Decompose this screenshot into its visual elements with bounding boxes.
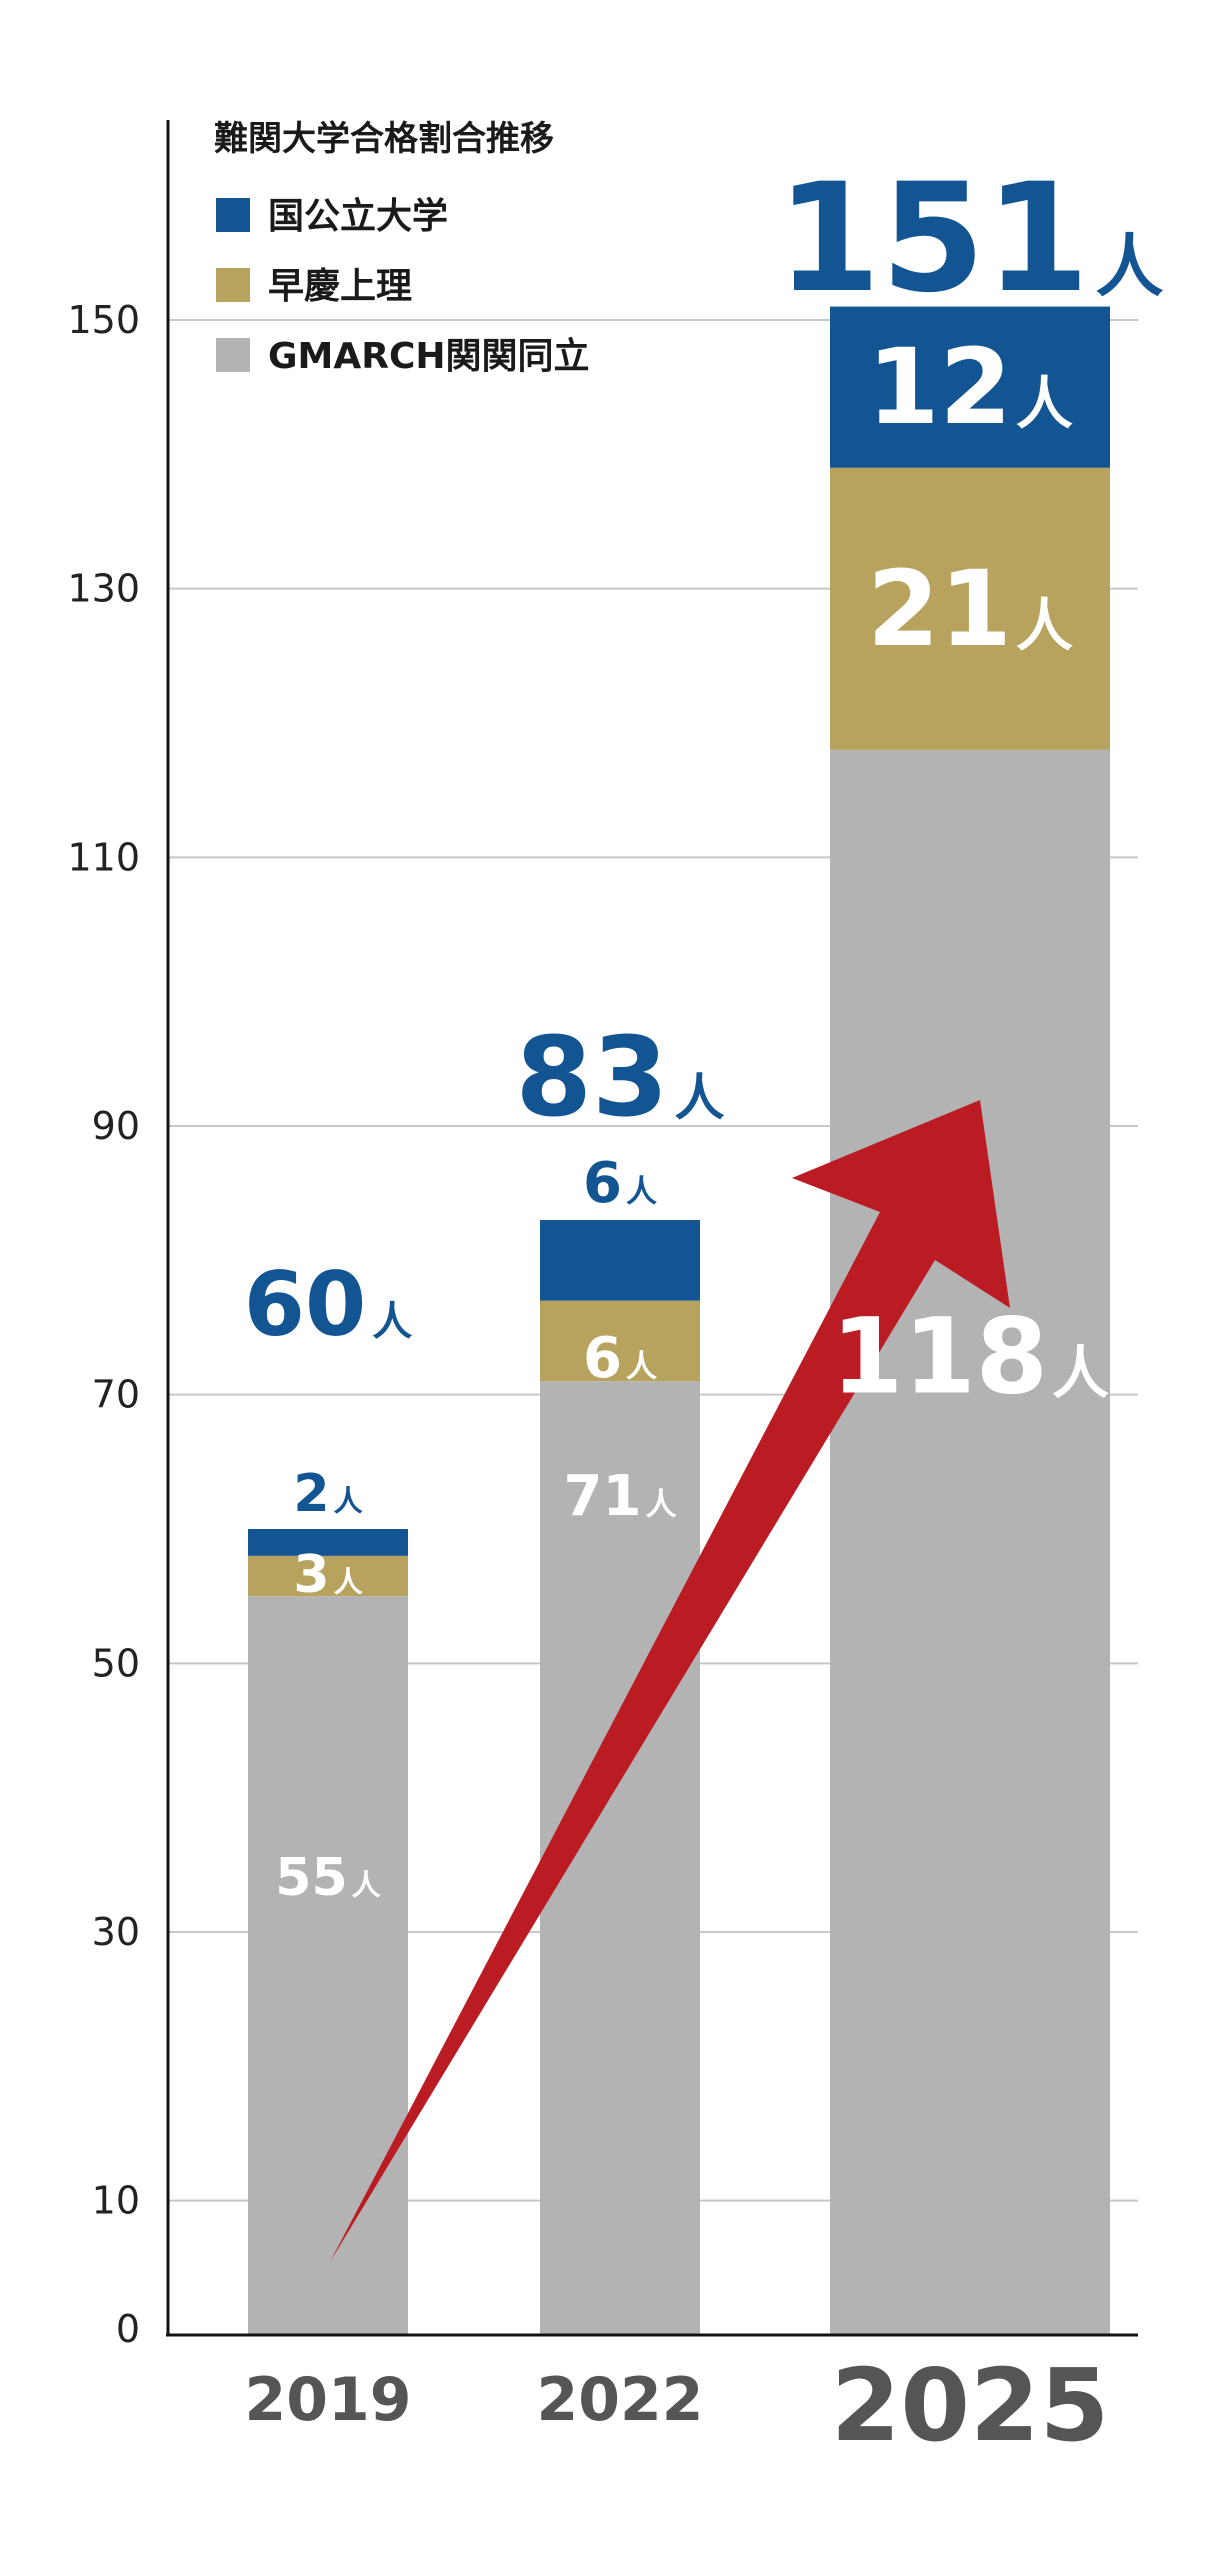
bar-segment-gmarch <box>248 1596 408 2335</box>
axes <box>166 120 1138 2337</box>
bar-segment-soukei <box>248 1555 408 1597</box>
bar-value-label-gmarch: 55 人 <box>275 1848 380 1908</box>
y-tick-label: 150 <box>67 298 140 342</box>
bar-value-label-soukei: 21人 <box>867 548 1073 670</box>
y-ticks: 0 10 30 50 70 90 110 130 150 <box>67 298 140 2351</box>
legend-label-gmarch: GMARCH関関同立 <box>268 336 590 377</box>
trend-arrow <box>330 1100 1010 2262</box>
y-tick-label: 50 <box>92 1641 140 1685</box>
legend-label-kokkouritsu: 国公立大学 <box>268 195 448 237</box>
y-tick-label: 110 <box>67 835 140 879</box>
bar-segment-soukei <box>540 1300 700 1382</box>
bar-segment-soukei <box>830 467 1110 750</box>
bar-value-label-kokkouritsu: 12人 <box>867 326 1073 448</box>
bar-total-label: 60 人 <box>244 1253 412 1356</box>
bar-segment-kokkouritsu <box>830 306 1110 468</box>
legend-label-soukei: 早慶上理 <box>268 266 412 307</box>
legend-swatch-soukei <box>216 268 250 302</box>
bar-value-label-gmarch: 71 人 <box>564 1464 677 1529</box>
bar-total-label: 151人 <box>776 152 1163 326</box>
y-tick-label: 10 <box>92 2179 140 2223</box>
y-tick-label: 130 <box>67 567 140 611</box>
y-tick-label: 70 <box>92 1373 140 1417</box>
legend-swatch-kokkouritsu <box>216 198 250 232</box>
x-tick-label: 2022 <box>537 2365 704 2435</box>
trend-arrow-shape <box>330 1100 1010 2262</box>
legend-swatch-gmarch <box>216 338 250 372</box>
chart-title: 難関大学合格割合推移 <box>214 119 554 159</box>
legend: 難関大学合格割合推移 国公立大学 早慶上理 GMARCH関関同立 <box>214 119 590 377</box>
bar-segment-kokkouritsu <box>248 1529 408 1556</box>
y-tick-label: 30 <box>92 1910 140 1954</box>
y-tick-label: 0 <box>116 2307 140 2351</box>
x-ticks: 2019 2022 2025 <box>245 2347 1110 2464</box>
x-tick-label: 2019 <box>245 2365 412 2435</box>
bar-segment-kokkouritsu <box>540 1220 700 1301</box>
x-tick-label: 2025 <box>831 2347 1109 2464</box>
bar-value-label-gmarch: 118人 <box>831 1295 1109 1417</box>
bar-segment-gmarch <box>830 749 1110 2335</box>
y-tick-label: 90 <box>92 1104 140 1148</box>
bar-total-label: 83 人 <box>515 1013 724 1141</box>
